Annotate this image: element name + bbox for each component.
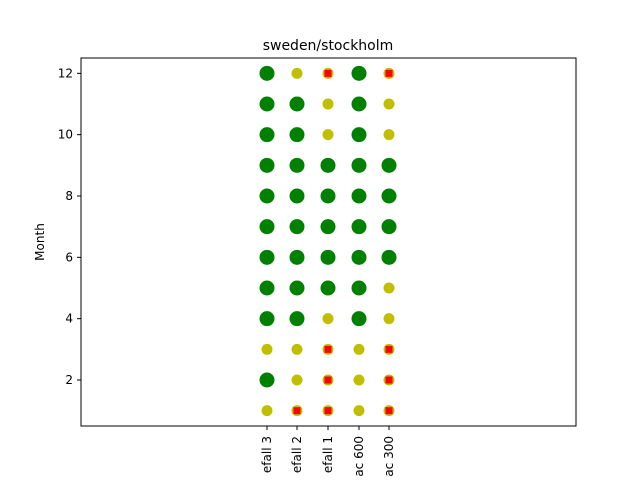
point-yellow [291, 343, 303, 355]
point-red-marker [324, 407, 332, 415]
point-yellow [353, 405, 365, 417]
point-green [289, 249, 305, 265]
point-green [381, 249, 397, 265]
point-green [351, 96, 367, 112]
x-tick-label: ac 300 [382, 436, 396, 477]
point-green [381, 157, 397, 173]
y-tick-label: 2 [65, 373, 73, 387]
point-red-marker [324, 345, 332, 353]
point-green [320, 249, 336, 265]
x-tick-label: efall 1 [321, 436, 335, 473]
point-green [351, 249, 367, 265]
point-green [351, 219, 367, 235]
point-green [259, 311, 275, 327]
point-yellow [261, 343, 273, 355]
x-tick-label: efall 3 [260, 436, 274, 473]
point-yellow [261, 405, 273, 417]
point-green [259, 65, 275, 81]
plot-frame [80, 57, 577, 427]
y-axis: 2 4 6 8 10 12 [58, 66, 81, 387]
point-green [289, 157, 305, 173]
point-green [351, 311, 367, 327]
point-green [259, 96, 275, 112]
point-green [351, 65, 367, 81]
point-green [320, 219, 336, 235]
point-green [320, 157, 336, 173]
y-axis-label: Month [33, 223, 47, 261]
point-green [351, 157, 367, 173]
point-yellow [291, 374, 303, 386]
point-green [259, 157, 275, 173]
point-green [289, 127, 305, 143]
x-axis: efall 3 efall 2 efall 1 ac 600 ac 300 [260, 426, 396, 477]
point-red-marker [324, 69, 332, 77]
point-green [289, 311, 305, 327]
point-yellow [353, 374, 365, 386]
x-tick-label: efall 2 [290, 436, 304, 473]
point-green [259, 249, 275, 265]
point-green [259, 280, 275, 296]
point-green [289, 188, 305, 204]
point-red-marker [385, 69, 393, 77]
chart-title: sweden/stockholm [263, 38, 394, 54]
point-green [320, 188, 336, 204]
point-green [351, 127, 367, 143]
point-red-marker [324, 376, 332, 384]
point-red-marker [385, 407, 393, 415]
point-yellow [383, 313, 395, 325]
point-yellow [322, 129, 334, 141]
y-tick-label: 4 [65, 312, 73, 326]
point-yellow [291, 67, 303, 79]
y-tick-label: 6 [65, 250, 73, 264]
point-green [381, 188, 397, 204]
point-green [351, 188, 367, 204]
point-yellow [383, 282, 395, 294]
point-green [320, 280, 336, 296]
point-red-marker [293, 407, 301, 415]
point-green [289, 219, 305, 235]
point-green [259, 372, 275, 388]
point-green [289, 96, 305, 112]
point-green [259, 127, 275, 143]
y-tick-label: 8 [65, 189, 73, 203]
x-tick-label: ac 600 [352, 436, 366, 477]
point-yellow [353, 343, 365, 355]
point-green [351, 280, 367, 296]
point-yellow [322, 313, 334, 325]
point-yellow [383, 98, 395, 110]
point-green [381, 219, 397, 235]
point-red-marker [385, 345, 393, 353]
y-tick-label: 10 [58, 128, 73, 142]
point-green [259, 188, 275, 204]
point-yellow [322, 98, 334, 110]
point-yellow [383, 129, 395, 141]
y-tick-label: 12 [58, 66, 73, 80]
point-green [259, 219, 275, 235]
data-points [259, 65, 397, 417]
point-red-marker [385, 376, 393, 384]
point-green [289, 280, 305, 296]
